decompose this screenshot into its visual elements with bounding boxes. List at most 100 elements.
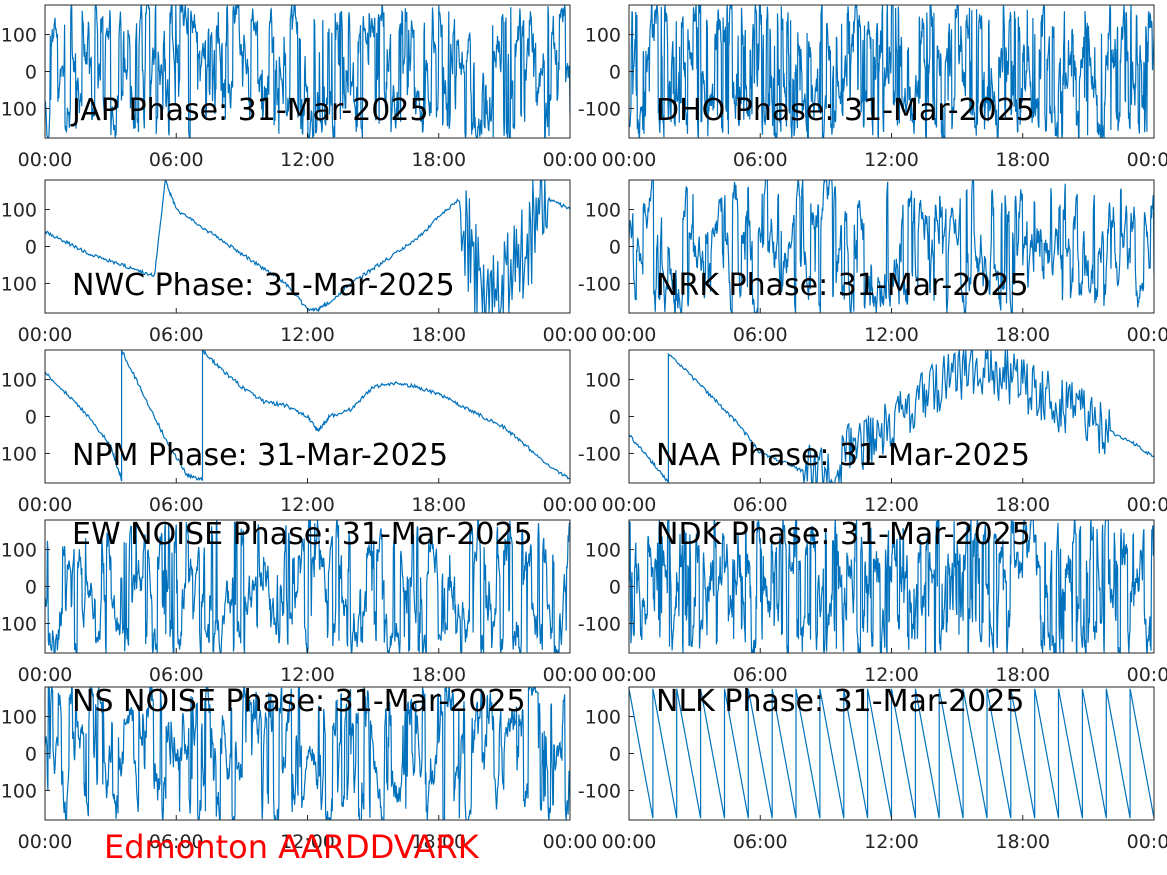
y-tick-label: 100 xyxy=(585,370,621,392)
x-tick-label: 06:00 xyxy=(733,831,788,853)
subplot-6: 100 0 -100 00:00 06:00 12:00 18:00 00:00 NAA Pha… xyxy=(578,349,1167,516)
x-tick-label: 00:00 xyxy=(1127,324,1167,346)
x-tick-label: 00:00 xyxy=(18,324,73,346)
y-tick-label: -100 xyxy=(0,613,37,635)
y-tick-label: 0 xyxy=(25,62,37,84)
y-tick-label: 0 xyxy=(25,577,37,599)
subplot-title: NS NOISE Phase: 31-Mar-2025 xyxy=(72,684,526,719)
x-tick-label: 12:00 xyxy=(864,149,919,171)
x-tick-label: 18:00 xyxy=(411,664,466,686)
y-tick-label: 100 xyxy=(1,25,37,47)
subplot-title: NLK Phase: 31-Mar-2025 xyxy=(656,684,1024,719)
x-tick-label: 00:00 xyxy=(602,664,657,686)
x-tick-label: 12:00 xyxy=(864,664,919,686)
series-line-2 xyxy=(629,5,1154,138)
series-line-8 xyxy=(629,520,1154,653)
subplot-1: 100 0 -100 00:00 06:00 12:00 18:00 00:00 JAP Pha… xyxy=(0,4,598,171)
subplot-title: NRK Phase: 31-Mar-2025 xyxy=(656,268,1029,303)
y-tick-label: 0 xyxy=(609,62,621,84)
x-tick-label: 18:00 xyxy=(995,494,1050,516)
y-tick-label: -100 xyxy=(578,98,621,120)
y-tick-label: -100 xyxy=(578,780,621,802)
y-tick-label: 100 xyxy=(585,25,621,47)
x-tick-label: 00:00 xyxy=(18,149,73,171)
y-tick-label: 100 xyxy=(1,370,37,392)
subplot-title: NPM Phase: 31-Mar-2025 xyxy=(72,438,448,473)
subplot-8: 100 0 -100 00:00 06:00 12:00 18:00 00:00 NDK Pha… xyxy=(578,517,1167,686)
subplot-10: 100 0 -100 00:00 06:00 12:00 18:00 00:00 NLK Pha… xyxy=(578,684,1167,853)
x-tick-label: 00:00 xyxy=(543,324,598,346)
series-line-6 xyxy=(629,350,1154,483)
series-line-5 xyxy=(45,350,570,482)
y-tick-label: -100 xyxy=(0,443,37,465)
x-tick-label: 00:00 xyxy=(1127,664,1167,686)
footer-label: Edmonton AARDDVARK xyxy=(104,828,479,866)
y-tick-label: 0 xyxy=(609,744,621,766)
y-tick-label: 100 xyxy=(585,540,621,562)
y-tick-label: 0 xyxy=(25,407,37,429)
x-tick-label: 00:00 xyxy=(543,664,598,686)
series-line-7 xyxy=(45,520,570,653)
x-tick-label: 06:00 xyxy=(149,494,204,516)
y-tick-label: -100 xyxy=(0,98,37,120)
x-tick-label: 00:00 xyxy=(602,324,657,346)
y-tick-label: 100 xyxy=(1,200,37,222)
series-line-9 xyxy=(45,687,570,820)
x-tick-label: 18:00 xyxy=(411,149,466,171)
x-tick-label: 18:00 xyxy=(995,324,1050,346)
x-tick-label: 00:00 xyxy=(602,831,657,853)
y-tick-label: 0 xyxy=(609,407,621,429)
x-tick-label: 00:00 xyxy=(1127,149,1167,171)
series-line-4 xyxy=(629,180,1154,313)
y-tick-label: -100 xyxy=(0,273,37,295)
x-tick-label: 06:00 xyxy=(149,324,204,346)
subplot-7: 100 0 -100 00:00 06:00 12:00 18:00 00:00 EW NOIS… xyxy=(0,517,597,686)
subplot-title: NAA Phase: 31-Mar-2025 xyxy=(656,438,1030,473)
y-tick-label: -100 xyxy=(578,613,621,635)
x-tick-label: 12:00 xyxy=(864,494,919,516)
y-tick-label: 100 xyxy=(585,707,621,729)
x-tick-label: 06:00 xyxy=(733,664,788,686)
x-tick-label: 00:00 xyxy=(18,494,73,516)
x-tick-label: 00:00 xyxy=(543,149,598,171)
y-tick-label: -100 xyxy=(578,273,621,295)
subplot-2: 100 0 -100 00:00 06:00 12:00 18:00 00:00 DHO Pha… xyxy=(578,4,1167,171)
y-tick-label: -100 xyxy=(0,780,37,802)
subplot-title: NDK Phase: 31-Mar-2025 xyxy=(656,517,1031,552)
x-tick-label: 06:00 xyxy=(733,494,788,516)
y-tick-label: -100 xyxy=(578,443,621,465)
x-tick-label: 00:00 xyxy=(602,149,657,171)
subplot-4: 100 0 -100 00:00 06:00 12:00 18:00 00:00 NRK Pha… xyxy=(578,179,1167,346)
subplot-title: EW NOISE Phase: 31-Mar-2025 xyxy=(72,517,533,552)
x-tick-label: 00:00 xyxy=(1127,494,1167,516)
x-tick-label: 06:00 xyxy=(733,324,788,346)
x-tick-label: 12:00 xyxy=(864,324,919,346)
x-tick-label: 12:00 xyxy=(280,149,335,171)
x-tick-label: 12:00 xyxy=(280,494,335,516)
x-tick-label: 12:00 xyxy=(280,831,335,853)
series-line-10 xyxy=(629,688,1154,819)
x-tick-label: 00:00 xyxy=(18,664,73,686)
x-tick-label: 12:00 xyxy=(280,324,335,346)
y-tick-label: 100 xyxy=(1,540,37,562)
x-tick-label: 18:00 xyxy=(995,149,1050,171)
subplot-5: 100 0 -100 00:00 06:00 12:00 18:00 00:00 NPM Pha… xyxy=(0,349,598,516)
x-tick-label: 18:00 xyxy=(411,831,466,853)
x-tick-label: 18:00 xyxy=(995,831,1050,853)
y-tick-label: 0 xyxy=(25,744,37,766)
y-tick-label: 0 xyxy=(609,237,621,259)
x-tick-label: 00:00 xyxy=(18,831,73,853)
x-tick-label: 06:00 xyxy=(733,149,788,171)
x-tick-label: 18:00 xyxy=(995,664,1050,686)
subplot-title: NWC Phase: 31-Mar-2025 xyxy=(72,268,455,303)
subplot-3: 100 0 -100 00:00 06:00 12:00 18:00 00:00 NWC Pha… xyxy=(0,179,598,346)
y-tick-label: 0 xyxy=(25,237,37,259)
y-tick-label: 100 xyxy=(1,707,37,729)
x-tick-label: 18:00 xyxy=(411,494,466,516)
x-tick-label: 18:00 xyxy=(411,324,466,346)
x-tick-label: 00:00 xyxy=(543,831,598,853)
subplot-title: DHO Phase: 31-Mar-2025 xyxy=(656,93,1035,128)
x-tick-label: 00:00 xyxy=(543,494,598,516)
x-tick-label: 06:00 xyxy=(149,831,204,853)
